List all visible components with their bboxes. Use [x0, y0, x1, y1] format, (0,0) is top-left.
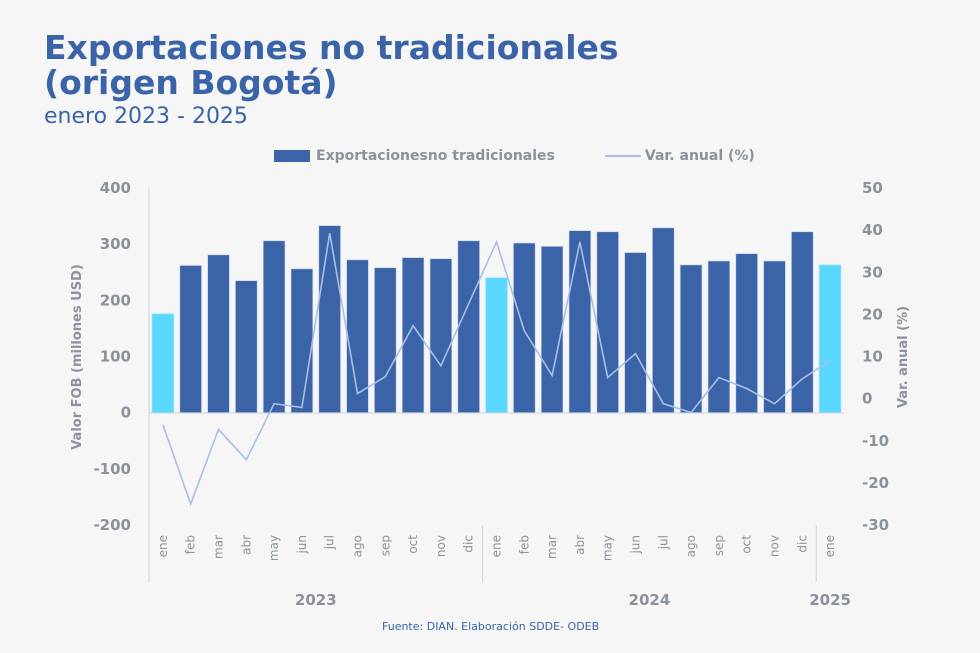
- bar: [513, 242, 536, 413]
- bar: [707, 260, 731, 413]
- month-label: sep: [712, 535, 726, 556]
- bar: [485, 277, 508, 413]
- month-label: jul: [323, 535, 337, 550]
- right-axis-title: Var. anual (%): [896, 306, 911, 408]
- var-anual-line: [162, 232, 831, 507]
- month-label: ene: [823, 535, 837, 557]
- month-label: feb: [517, 535, 531, 554]
- bar: [318, 225, 341, 413]
- right-tick-label: -10: [862, 432, 889, 450]
- left-tick-label: 100: [100, 348, 131, 366]
- right-tick-label: 0: [862, 390, 872, 408]
- bar: [457, 240, 480, 413]
- bar: [818, 264, 842, 413]
- left-tick-label: 200: [100, 291, 131, 309]
- left-axis-title: Valor FOB (millones USD): [70, 264, 85, 450]
- bar: [568, 230, 592, 413]
- bar: [235, 280, 258, 413]
- year-label: 2024: [629, 591, 671, 609]
- year-labels: 2023 2024 2025: [295, 591, 851, 609]
- bar: [540, 246, 564, 413]
- right-tick-label: 40: [862, 221, 883, 239]
- right-tick-label: -30: [862, 516, 889, 534]
- year-label: 2025: [809, 591, 851, 609]
- left-tick-label: 300: [100, 235, 131, 253]
- month-label: jun: [295, 535, 309, 555]
- legend-bar-label: Exportacionesno tradicionales: [316, 148, 555, 164]
- source-note: Fuente: DIAN. Elaboración SDDE- ODEB: [382, 620, 600, 633]
- title-line-1: Exportaciones no tradicionales: [44, 28, 619, 67]
- month-label: abr: [573, 535, 587, 555]
- bar: [763, 260, 786, 413]
- month-labels: ene feb mar abr may jun jul ago sep oct nov dic ene f…: [156, 535, 837, 561]
- month-label: dic: [795, 535, 809, 553]
- right-tick-label: 50: [862, 179, 883, 197]
- left-tick-label: 400: [100, 179, 131, 197]
- month-label: jul: [656, 535, 670, 550]
- year-separators: [482, 525, 817, 582]
- month-label: jun: [629, 535, 643, 555]
- right-tick-label: 10: [862, 348, 883, 366]
- month-label: oct: [740, 535, 754, 554]
- bar: [624, 252, 647, 413]
- bar: [652, 227, 675, 413]
- bar: [374, 267, 397, 413]
- bar: [207, 254, 230, 413]
- month-label: nov: [768, 535, 782, 557]
- month-label: ene: [156, 535, 170, 557]
- month-label: oct: [406, 535, 420, 554]
- right-tick-label: 20: [862, 305, 883, 323]
- left-tick-label: -200: [93, 516, 131, 534]
- bar: [679, 264, 703, 413]
- chart-title: Exportaciones no tradicionales (origen B…: [44, 30, 619, 100]
- month-label: ene: [490, 535, 504, 557]
- month-label: feb: [184, 535, 198, 554]
- bars: [151, 225, 842, 413]
- right-axis-ticks: 50 40 30 20 10 0 -10 -20 -30: [862, 179, 889, 534]
- month-label: mar: [212, 535, 226, 559]
- right-tick-label: 30: [862, 263, 883, 281]
- bar: [290, 268, 314, 413]
- month-label: ago: [684, 535, 698, 557]
- bar: [151, 313, 175, 413]
- bar: [429, 258, 453, 413]
- legend-bar-swatch: [274, 150, 310, 162]
- left-axis-ticks: 400 300 200 100 0 -100 -200: [93, 179, 131, 534]
- legend-line-label: Var. anual (%): [644, 148, 755, 164]
- month-label: may: [267, 535, 281, 561]
- bar: [596, 231, 619, 413]
- month-label: mar: [545, 535, 559, 559]
- month-label: dic: [462, 535, 476, 553]
- month-label: abr: [239, 535, 253, 555]
- month-label: sep: [378, 535, 392, 556]
- title-line-2: (origen Bogotá): [44, 63, 338, 102]
- bar: [262, 240, 286, 413]
- month-label: nov: [434, 535, 448, 557]
- right-tick-label: -20: [862, 474, 889, 492]
- year-label: 2023: [295, 591, 337, 609]
- month-label: ago: [351, 535, 365, 557]
- left-tick-label: -100: [93, 460, 131, 478]
- bar: [401, 257, 425, 413]
- legend: Exportacionesno tradicionales Var. anual…: [274, 148, 755, 164]
- legend-line-swatch: [604, 155, 641, 157]
- left-tick-label: 0: [121, 404, 131, 422]
- chart-subtitle: enero 2023 - 2025: [44, 104, 248, 129]
- bar: [179, 265, 202, 413]
- month-label: may: [601, 535, 615, 561]
